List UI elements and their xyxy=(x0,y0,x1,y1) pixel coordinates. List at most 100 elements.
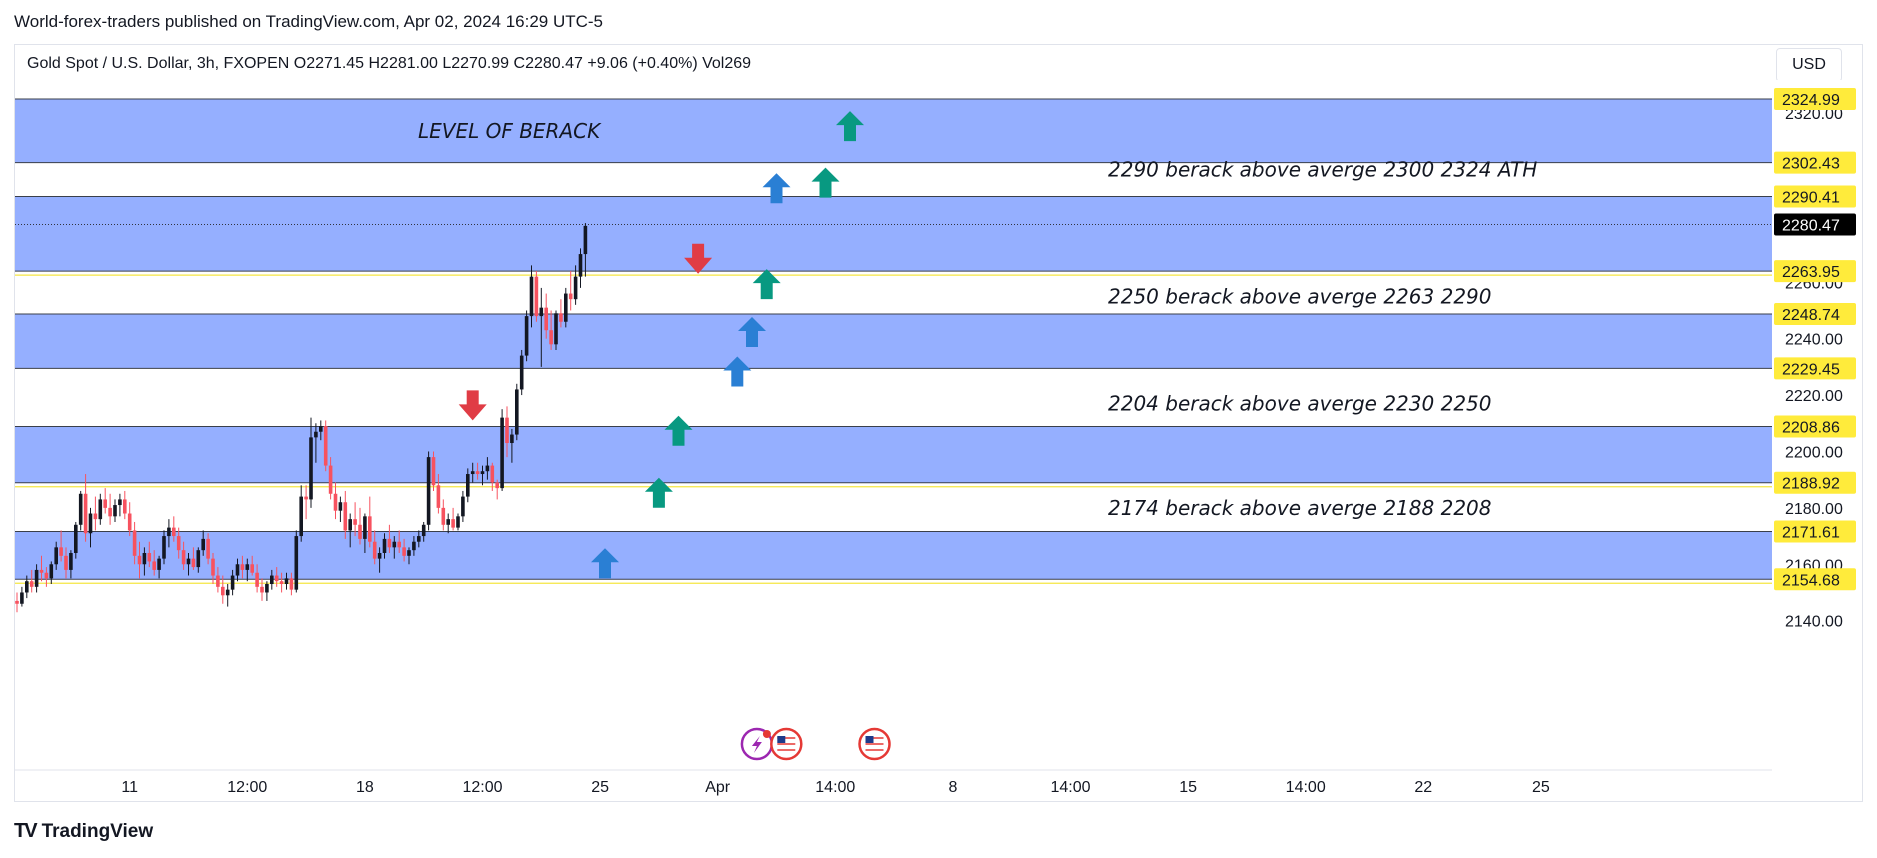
candle-body xyxy=(123,499,127,514)
candle-body xyxy=(201,538,205,551)
candle-body xyxy=(328,465,333,494)
events-layer xyxy=(740,727,891,761)
candle-body xyxy=(172,527,176,537)
arrow-up-icon xyxy=(738,317,766,348)
candle-body xyxy=(436,485,441,508)
candle-body xyxy=(500,417,504,489)
zone-rect xyxy=(15,531,1772,580)
annotations-layer: 2290 berack above averge 2300 2324 ATH 22… xyxy=(1108,157,1537,519)
tradingview-logo-icon: TV xyxy=(14,820,38,842)
candle-body xyxy=(554,313,558,345)
candle-body xyxy=(167,527,171,537)
candle-body xyxy=(319,426,323,432)
candle-body xyxy=(524,316,529,356)
price-label-text: 2302.43 xyxy=(1782,156,1840,173)
flag-canton xyxy=(865,736,874,743)
candle-body xyxy=(240,564,245,570)
arrow-up-icon xyxy=(836,111,864,142)
candle-body xyxy=(573,276,578,300)
candle-body xyxy=(363,516,367,539)
candle-body xyxy=(578,254,583,277)
candle-body xyxy=(431,457,436,486)
level-price-label xyxy=(1774,357,1856,380)
candles-layer xyxy=(15,223,588,613)
candle-body xyxy=(44,572,49,579)
level-price-label xyxy=(1774,415,1856,438)
price-label-text: 2290.41 xyxy=(1782,190,1840,207)
candle-body xyxy=(456,516,460,528)
time-tick: Apr xyxy=(705,779,731,796)
price-label-text: 2263.95 xyxy=(1782,264,1840,281)
candle-body xyxy=(333,493,338,511)
candle-body xyxy=(397,541,401,548)
candle-body xyxy=(74,524,78,553)
candle-body xyxy=(64,555,68,570)
candle-body xyxy=(157,558,161,570)
price-label-text: 2324.99 xyxy=(1782,92,1840,109)
candle-body xyxy=(299,496,303,537)
price-label-text: 2188.92 xyxy=(1782,476,1840,493)
candle-body xyxy=(216,575,220,587)
candle-body xyxy=(152,561,156,570)
candle-body xyxy=(544,307,548,331)
zones-layer: LEVEL OF BERACK xyxy=(15,98,1772,580)
candle-body xyxy=(466,474,470,497)
candle-body xyxy=(309,437,313,500)
time-tick: 12:00 xyxy=(227,779,267,796)
time-axis: 11 12:00 18 12:00 25 Apr 14:00 8 14:00 15 14:00 22 2… xyxy=(15,769,1772,796)
candle-body xyxy=(402,547,406,556)
lightning-glyph xyxy=(751,736,762,753)
zone-label: LEVEL OF BERACK xyxy=(418,119,602,143)
price-tick: 2240.00 xyxy=(1785,332,1843,349)
candle-body xyxy=(568,293,573,300)
candle-body xyxy=(426,457,431,525)
candle-body xyxy=(235,564,240,576)
price-tick: 2320.00 xyxy=(1785,106,1843,123)
candle-body xyxy=(490,465,495,483)
tradingview-brand[interactable]: TV TradingView xyxy=(14,820,153,843)
level-price-label xyxy=(1774,260,1856,283)
candle-body xyxy=(29,581,34,587)
level-price-label xyxy=(1774,88,1856,110)
candle-body xyxy=(69,552,73,570)
event-dot xyxy=(762,730,771,738)
candle-body xyxy=(221,586,225,596)
level-price-label xyxy=(1774,151,1856,174)
arrow-up-icon xyxy=(644,477,673,508)
candle-body xyxy=(564,293,568,322)
candle-body xyxy=(480,471,485,475)
last-price-label xyxy=(1774,213,1856,236)
lines-layer xyxy=(15,224,1772,584)
time-tick: 12:00 xyxy=(462,779,502,796)
chart-frame[interactable] xyxy=(14,44,1863,802)
price-label-text: 2280.47 xyxy=(1782,218,1840,235)
candle-body xyxy=(88,513,93,534)
candle-body xyxy=(358,524,362,539)
level-price-label xyxy=(1774,568,1856,591)
time-tick: 25 xyxy=(591,779,609,796)
level-price-label xyxy=(1774,185,1856,208)
candle-body xyxy=(147,552,152,562)
candle-body xyxy=(113,505,117,517)
time-tick: 14:00 xyxy=(815,779,855,796)
candle-body xyxy=(284,578,289,585)
candle-body xyxy=(211,558,215,576)
time-tick: 18 xyxy=(356,779,374,796)
candle-body xyxy=(127,513,132,531)
arrow-up-icon xyxy=(723,356,752,387)
arrow-up-icon xyxy=(591,548,619,579)
candle-body xyxy=(270,575,274,585)
flag-canton xyxy=(777,736,786,743)
zone-rect xyxy=(15,314,1772,369)
candle-body xyxy=(25,581,29,593)
arrow-up-icon xyxy=(664,415,693,446)
candle-body xyxy=(417,536,421,542)
candle-body xyxy=(343,502,348,531)
price-tick: 2200.00 xyxy=(1785,444,1843,461)
candle-body xyxy=(539,307,544,317)
candle-body xyxy=(34,569,39,587)
candle-body xyxy=(15,600,19,604)
arrow-down-icon xyxy=(684,243,713,274)
candle-body xyxy=(196,550,201,568)
